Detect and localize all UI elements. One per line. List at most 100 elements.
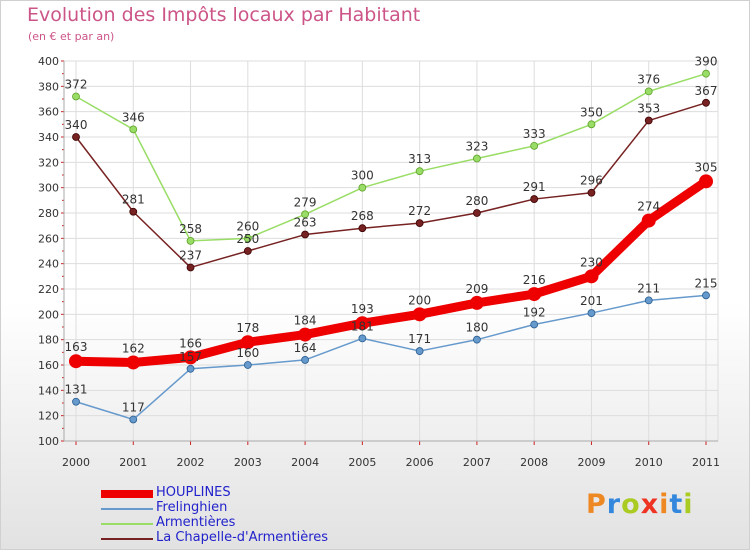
data-point — [129, 125, 138, 134]
y-tick-label: 400 — [38, 55, 59, 68]
y-tick-label: 200 — [38, 308, 59, 321]
proxiti-logo: Proxiti — [586, 489, 694, 520]
data-point — [415, 219, 424, 228]
data-point — [530, 195, 539, 203]
data-point — [243, 247, 252, 255]
legend-swatch — [101, 538, 153, 540]
data-point — [358, 334, 367, 343]
data-label: 171 — [408, 332, 431, 346]
data-point — [129, 415, 138, 424]
data-point — [584, 269, 599, 284]
x-tick-label: 2011 — [692, 456, 720, 469]
x-tick-label: 2006 — [406, 456, 434, 469]
legend-label: HOUPLINES — [156, 485, 231, 500]
y-tick-label: 380 — [38, 80, 59, 93]
y-tick-label: 160 — [38, 359, 59, 372]
x-tick-label: 2001 — [119, 456, 147, 469]
legend-label: Frelinghien — [156, 500, 228, 515]
data-label: 184 — [294, 314, 317, 328]
data-label: 230 — [580, 255, 603, 269]
y-tick-label: 260 — [38, 232, 59, 245]
x-tick-label: 2008 — [520, 456, 548, 469]
x-tick-label: 2007 — [463, 456, 491, 469]
data-point — [587, 188, 596, 197]
data-label: 281 — [122, 193, 145, 207]
legend-swatch — [101, 508, 153, 510]
data-point — [587, 120, 596, 129]
data-point — [72, 133, 80, 141]
data-label: 346 — [122, 110, 145, 124]
data-label: 323 — [465, 140, 488, 154]
data-point — [644, 116, 653, 125]
legend-label: La Chapelle-d'Armentières — [156, 530, 329, 545]
data-label: 313 — [408, 152, 431, 166]
data-point — [243, 361, 252, 369]
data-label: 305 — [695, 160, 718, 174]
data-label: 300 — [351, 169, 374, 183]
x-tick-label: 2010 — [635, 456, 663, 469]
data-point — [298, 327, 313, 342]
data-point — [301, 230, 309, 239]
data-label: 263 — [294, 216, 317, 230]
data-point — [186, 263, 195, 272]
data-label: 279 — [294, 195, 317, 209]
series-line-2 — [75, 72, 707, 242]
y-tick-label: 300 — [38, 182, 59, 195]
data-point — [702, 69, 710, 78]
data-point — [358, 183, 367, 192]
data-label: 157 — [179, 350, 202, 364]
x-tick-label: 2002 — [177, 456, 205, 469]
data-label: 131 — [65, 383, 88, 397]
y-tick-label: 320 — [38, 156, 59, 169]
data-label: 274 — [637, 200, 660, 214]
y-tick-label: 240 — [38, 258, 59, 271]
data-label: 192 — [523, 305, 546, 319]
x-tick-label: 2000 — [62, 456, 90, 469]
data-label: 180 — [465, 321, 488, 335]
axes: 100 120 140 160 180 200 220 240 260 280 300 320 340 3… — [38, 55, 720, 469]
data-point — [129, 207, 138, 216]
x-tick-label: 2004 — [291, 456, 319, 469]
x-tick-label: 2009 — [577, 456, 605, 469]
data-label: 163 — [65, 340, 88, 354]
legend-label: Armentières — [156, 515, 236, 530]
data-point — [415, 167, 424, 176]
data-label: 333 — [523, 127, 546, 141]
data-point — [358, 224, 367, 233]
data-point — [644, 87, 653, 96]
data-label: 291 — [523, 180, 546, 194]
data-point — [469, 295, 484, 310]
data-point — [530, 141, 539, 150]
data-label: 350 — [580, 105, 603, 119]
data-label: 268 — [351, 209, 374, 223]
data-label: 260 — [236, 219, 259, 233]
data-point — [699, 174, 713, 189]
data-point — [186, 364, 195, 373]
data-point — [72, 397, 80, 406]
series-layer — [69, 69, 713, 424]
data-label: 200 — [408, 293, 431, 307]
y-tick-label: 360 — [38, 106, 59, 119]
data-point — [527, 287, 542, 302]
data-labels: 131 117 157 160 164 181 171 180 192 201 211 215 372 3… — [65, 55, 718, 415]
data-point — [126, 355, 141, 370]
data-label: 164 — [294, 341, 317, 355]
data-label: 367 — [695, 84, 718, 98]
legend-swatch — [101, 490, 153, 498]
data-point — [644, 296, 653, 305]
data-point — [355, 316, 370, 331]
y-tick-label: 180 — [38, 334, 59, 347]
data-label: 178 — [236, 321, 259, 335]
data-point — [412, 307, 427, 322]
y-tick-label: 280 — [38, 207, 59, 220]
series-line-0 — [75, 177, 709, 367]
data-point — [301, 356, 309, 364]
y-tick-label: 100 — [38, 435, 59, 448]
data-point — [240, 335, 255, 350]
data-label: 209 — [465, 282, 488, 296]
data-point — [641, 213, 656, 228]
y-tick-label: 120 — [38, 410, 59, 423]
data-label: 372 — [65, 77, 88, 91]
data-point — [186, 236, 195, 245]
